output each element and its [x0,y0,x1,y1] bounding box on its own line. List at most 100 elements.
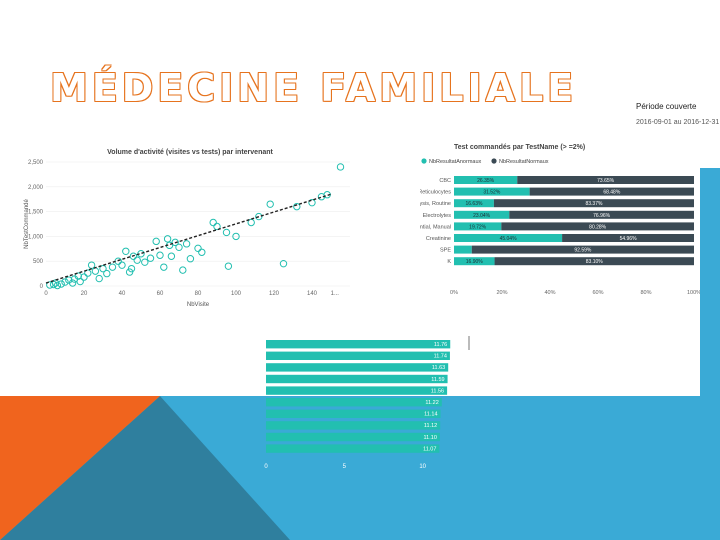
period-label: Période couverte [636,102,697,111]
ranking-data-label: 11.22 [425,400,438,406]
stacked-bar-anormaux [454,210,510,219]
scatter-x-tick-label: 80 [195,291,202,297]
scatter-y-tick-label: 1,000 [28,234,44,240]
stacked-data-label-normaux: 80.28% [589,224,607,230]
ranking-bar-chart-panel: 11.76 11.74 11.63 11.59 11.56 11.22 11.14 11.12… [200,336,470,486]
stacked-data-label-normaux: 54.96% [620,236,638,242]
scatter-point [129,252,138,260]
stacked-bar-normaux [509,210,694,219]
stacked-bar-anormaux [454,176,518,184]
scatter-y-tick-label: 0 [40,284,44,290]
scatter-point [76,277,84,286]
stacked-bar-chart[interactable]: Test commandés par TestName (> =2%) NbRes… [404,140,701,300]
legend-normaux-swatch [491,158,497,164]
scatter-x-tick-label: 120 [269,291,280,297]
stacked-bar-normaux [529,187,694,196]
scatter-y-tick-label: 2,500 [28,160,44,166]
scatter-point [133,256,141,264]
scatter-point [152,237,160,246]
stacked-category-label: SPE [440,248,451,254]
stacked-data-label-normaux: 76.96% [593,213,611,219]
scatter-chart[interactable]: Volume d'activité (visites vs tests) par… [20,140,360,310]
stacked-category-label: Reticulocytes [420,190,451,196]
stacked-bar-normaux [562,234,694,242]
scatter-point [84,269,92,277]
stacked-bar-anormaux [454,199,494,208]
stacked-category-label: K [447,259,451,265]
scatter-point [224,262,233,270]
scatter-point [167,252,176,260]
scatter-point [61,278,69,286]
scatter-chart-panel: Volume d'activité (visites vs tests) par… [20,140,360,310]
scatter-point [186,255,195,263]
scatter-point [194,244,202,253]
scatter-point [308,198,316,207]
scatter-x-tick-label: 140 [307,291,318,297]
stacked-bar-normaux [494,257,694,266]
ranking-data-label: 11.56 [431,388,444,394]
scatter-point [213,222,221,231]
scatter-point [91,267,100,275]
ranking-x-tick-label: 10 [419,464,426,470]
ranking-data-label: 11.74 [434,354,447,360]
ranking-data-label: 11.59 [431,377,444,383]
scatter-point [247,218,255,227]
legend-normaux-label: NbResultatNormaux [499,159,549,165]
stacked-bar-chart-panel: Test commandés par TestName (> =2%) NbRes… [404,140,701,300]
stacked-x-tick-label: 60% [592,290,603,296]
ranking-bar [266,444,440,453]
period-box: Période couverte 2016-09-01 au 2016-12-3… [636,102,719,126]
stacked-x-tick-label: 0% [450,290,458,296]
stacked-data-label-normaux: 73.65% [597,178,615,184]
stacked-category-label: CBC [439,178,451,184]
ranking-bar [266,409,441,418]
ranking-bar [266,432,440,442]
stacked-bar-anormaux [454,245,472,254]
stacked-data-label-anormaux: 19.72% [469,224,487,230]
stacked-data-label-anormaux: 16.63% [465,201,483,207]
scatter-x-tick-label: 40 [119,291,126,297]
scatter-y-tick-label: 2,000 [28,185,44,191]
scatter-point [336,163,345,171]
ranking-bar [266,386,448,395]
scatter-point [222,228,231,237]
stacked-data-label-anormaux: 23.04% [473,213,491,219]
stacked-x-tick-label: 40% [544,290,555,296]
ranking-bar [266,421,441,430]
stacked-category-label: Creatinine [426,236,451,242]
ranking-bar [266,374,448,384]
stacked-x-tick-label: 80% [640,290,651,296]
scatter-point [198,248,206,256]
scatter-x-tick-label: 20 [81,291,88,297]
stacked-data-label-normaux: 92.59% [574,248,592,254]
stacked-chart-title: Test commandés par TestName (> =2%) [454,144,585,151]
scatter-point [179,266,187,274]
scatter-point [209,218,217,227]
scatter-point [57,280,65,288]
scatter-point [99,264,107,273]
ranking-bar-chart[interactable]: 11.76 11.74 11.63 11.59 11.56 11.22 11.14 11.12… [200,336,470,486]
scatter-point [182,240,191,248]
legend-anormaux-swatch [421,158,427,164]
scatter-point [156,251,164,259]
scatter-point [122,247,130,255]
scatter-point [255,212,263,221]
stacked-x-tick-label: 100% [687,290,700,296]
stacked-category-label: Urinalysis, Routine [420,201,451,207]
scatter-point [125,268,134,276]
ranking-bar [266,351,450,360]
ranking-data-label: 11.10 [424,435,437,441]
scatter-x-tick-label: 0 [44,291,48,297]
scatter-point [163,235,172,243]
scatter-y-tick-label: 1,500 [28,210,44,216]
stacked-data-label-anormaux: 45.04% [500,236,518,242]
stacked-data-label-normaux: 68.48% [603,190,621,196]
scatter-point [68,279,77,287]
background-right-strip [700,168,720,396]
ranking-x-tick-label: 0 [264,464,268,470]
scatter-point [171,238,179,247]
scatter-point [127,264,136,273]
ranking-data-label: 11.07 [423,446,436,452]
scatter-point [108,263,117,271]
stacked-x-tick-label: 20% [496,290,507,296]
